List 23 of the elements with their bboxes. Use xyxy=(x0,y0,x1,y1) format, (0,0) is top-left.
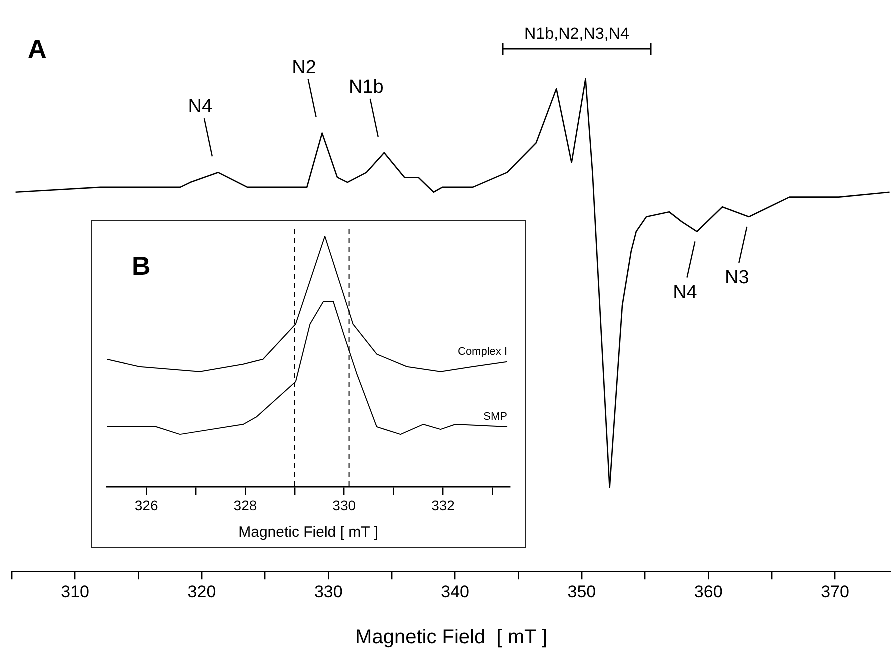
annotation: N4 xyxy=(188,96,214,118)
annotation: N4 xyxy=(673,282,698,304)
text: N1b,N2,N3,N4 xyxy=(524,25,630,43)
annotation: N1b xyxy=(348,76,384,98)
x-tick-label: 320 xyxy=(188,582,216,602)
x-tick-label: 326 xyxy=(134,497,158,514)
x-tick-label: 332 xyxy=(432,497,456,514)
x-tick-label: 370 xyxy=(821,582,850,602)
x-axis-title: Magnetic Field [ mT ] xyxy=(238,524,378,542)
x-tick-label: 330 xyxy=(332,497,356,514)
series-label: SMP xyxy=(484,411,508,424)
annotation: B xyxy=(132,251,151,281)
annotation: N2 xyxy=(292,57,316,78)
annotation: N3 xyxy=(724,268,750,289)
x-tick-label: 328 xyxy=(234,497,258,514)
text: A xyxy=(28,34,47,64)
x-tick-label: 330 xyxy=(314,582,343,602)
x-tick-label: 310 xyxy=(61,582,90,602)
x-axis-title: Magnetic Field [ mT ] xyxy=(356,626,548,649)
x-tick-label: 360 xyxy=(694,582,723,602)
series-label: Complex I xyxy=(458,346,508,358)
x-tick-label: 350 xyxy=(568,582,596,602)
x-tick-label: 340 xyxy=(441,582,470,602)
